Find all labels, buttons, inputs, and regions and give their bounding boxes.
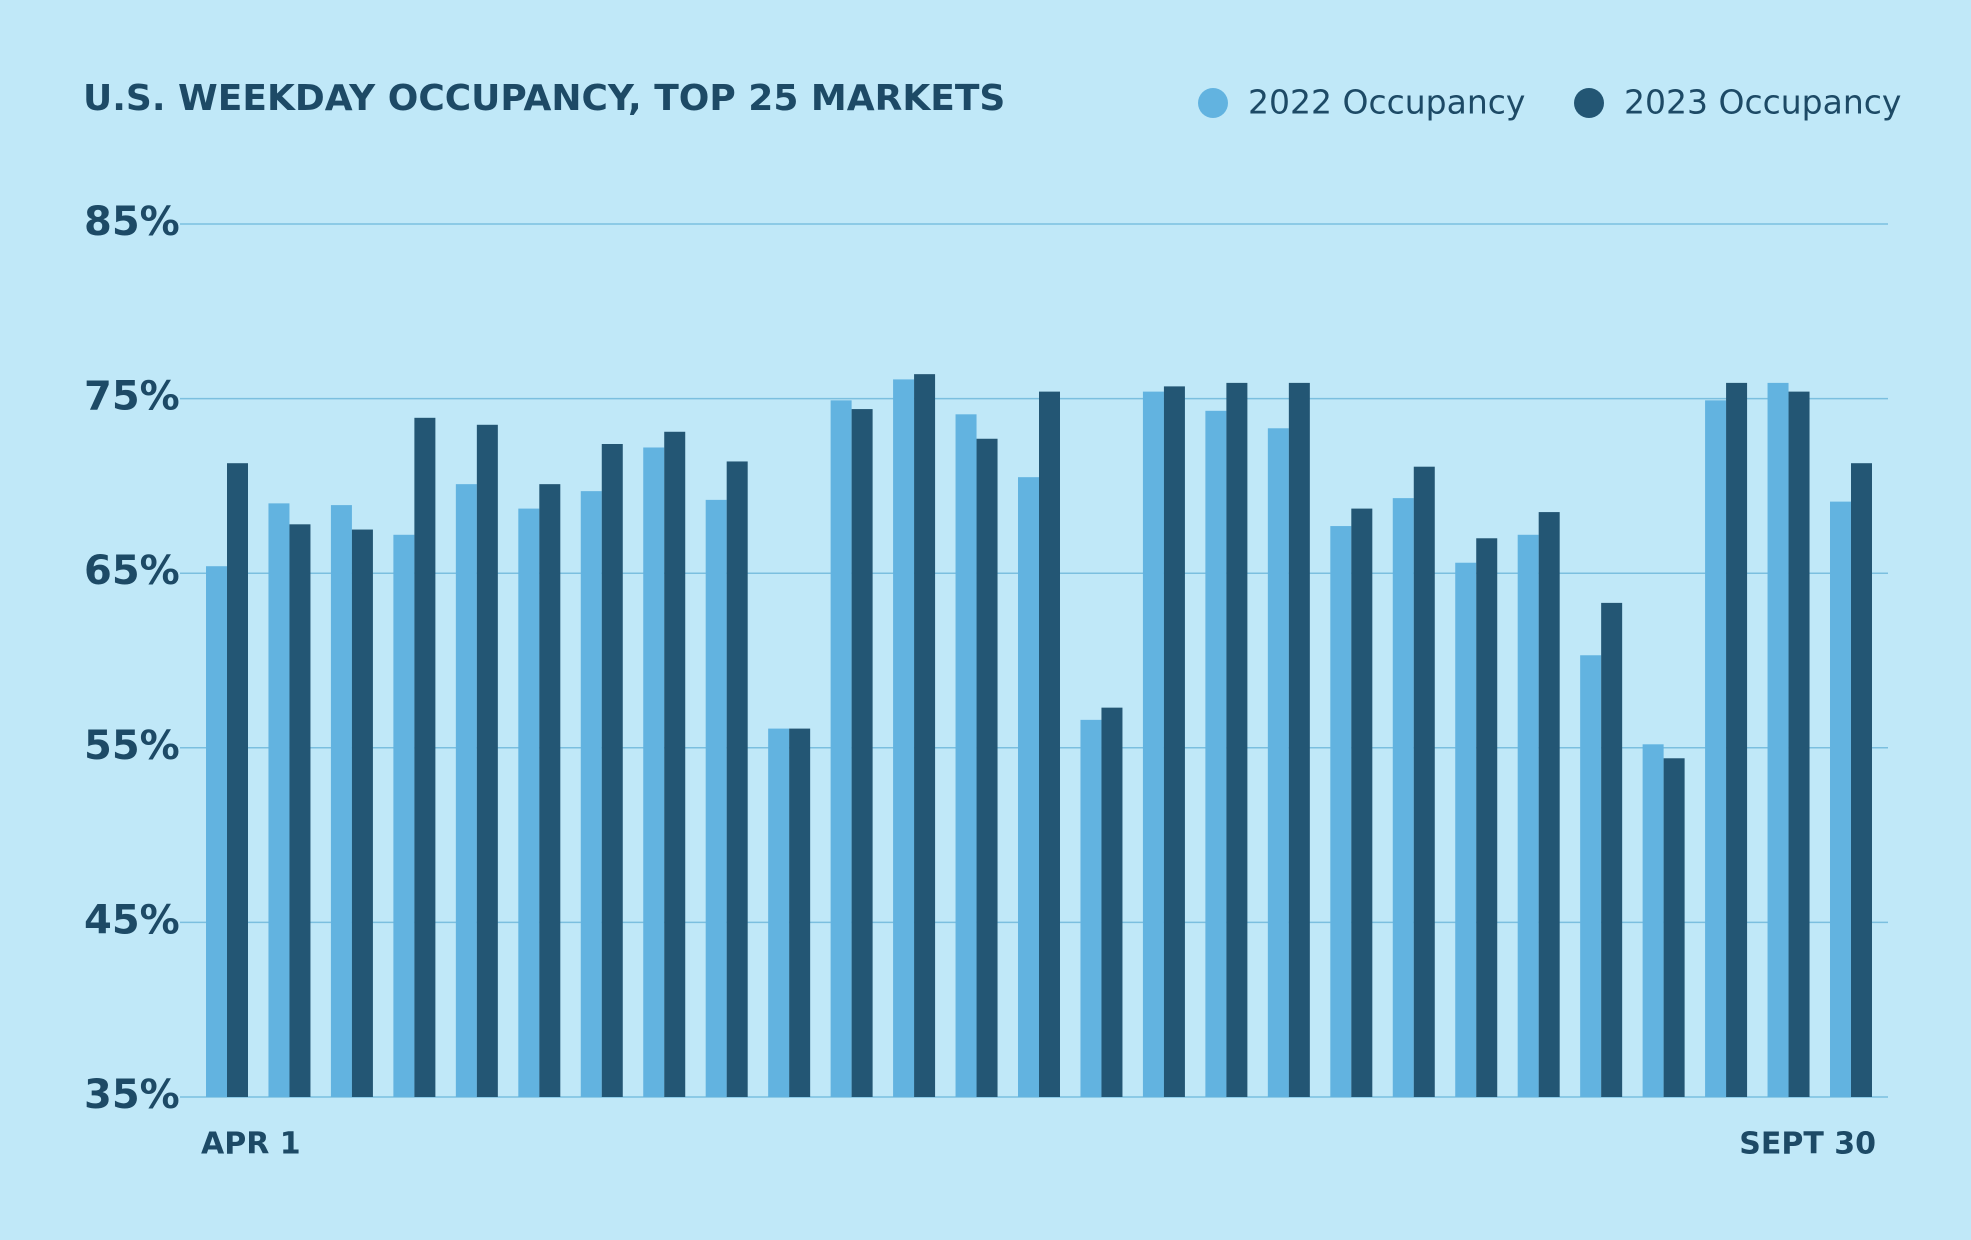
bar — [1830, 501, 1851, 1097]
bar — [976, 438, 998, 1097]
bar — [601, 443, 623, 1098]
bar — [351, 529, 373, 1097]
bar — [1538, 512, 1560, 1097]
bar — [580, 491, 602, 1097]
bar — [643, 447, 665, 1097]
bar — [227, 463, 248, 1097]
bar — [1476, 538, 1498, 1097]
bar — [268, 503, 290, 1097]
bar — [1455, 562, 1477, 1097]
bar — [476, 424, 498, 1097]
bar — [1205, 410, 1227, 1097]
bar — [1601, 602, 1623, 1097]
y-tick-label: 45% — [84, 897, 180, 943]
bar — [1580, 655, 1602, 1097]
chart-title: U.S. WEEKDAY OCCUPANCY, TOP 25 MARKETS — [83, 78, 1005, 119]
bar — [1101, 707, 1123, 1097]
bar — [1767, 382, 1789, 1097]
bar — [705, 499, 727, 1097]
y-tick-label: 75% — [84, 374, 180, 420]
legend-marker — [1198, 88, 1228, 118]
bar — [330, 505, 352, 1098]
bar — [455, 484, 477, 1097]
bar — [1642, 744, 1664, 1097]
bar — [914, 374, 936, 1097]
bar — [289, 524, 311, 1097]
bar — [726, 461, 748, 1097]
bar — [1018, 477, 1039, 1097]
bar — [1663, 758, 1685, 1097]
bar — [1413, 466, 1435, 1098]
y-tick-label: 65% — [84, 548, 180, 594]
bar — [206, 566, 227, 1097]
bar — [893, 379, 915, 1097]
bar — [1080, 719, 1102, 1097]
y-tick-label: 55% — [84, 723, 180, 769]
bar — [1163, 386, 1185, 1097]
bar — [1726, 382, 1748, 1097]
bar — [1705, 400, 1727, 1097]
bar — [1267, 428, 1289, 1098]
bar — [851, 409, 873, 1097]
bar — [768, 728, 790, 1097]
bar — [1788, 391, 1810, 1098]
bar — [1226, 382, 1248, 1097]
bar — [1039, 391, 1060, 1098]
bar — [518, 508, 540, 1097]
bar — [955, 414, 977, 1098]
y-tick-label: 35% — [84, 1072, 180, 1118]
bar — [1851, 463, 1872, 1097]
legend-label: 2023 Occupancy — [1624, 83, 1901, 122]
x-tick-label: SEPT 30 — [1739, 1127, 1876, 1162]
legend-marker — [1574, 88, 1604, 118]
bar — [830, 400, 852, 1097]
bar — [539, 484, 561, 1097]
bar — [1142, 391, 1164, 1098]
bar — [1517, 534, 1539, 1097]
bar — [664, 431, 686, 1097]
legend-label: 2022 Occupancy — [1248, 83, 1525, 122]
bar — [414, 417, 436, 1097]
y-tick-label: 85% — [84, 199, 180, 245]
bar — [393, 534, 415, 1097]
bar — [1330, 526, 1352, 1097]
bar — [1288, 382, 1310, 1097]
x-tick-label: APR 1 — [201, 1127, 301, 1162]
bar — [1351, 508, 1373, 1097]
bar — [789, 728, 811, 1097]
bar — [1392, 498, 1414, 1097]
